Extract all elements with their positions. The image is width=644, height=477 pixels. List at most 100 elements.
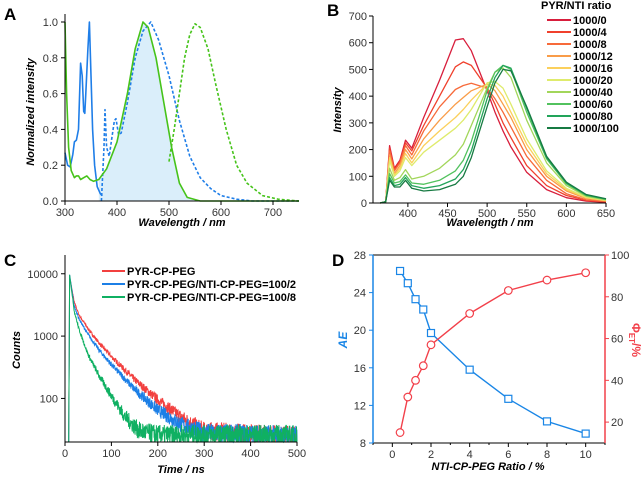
series-line-1000/12 <box>379 83 607 204</box>
x-tick-label: 500 <box>160 207 178 219</box>
series-line-green-dashed <box>168 23 300 202</box>
data-point-phi <box>503 286 513 295</box>
data-point-ae <box>419 305 428 314</box>
data-point-ae <box>581 429 590 438</box>
x-tick-label: 650 <box>597 208 615 220</box>
panel-label-c: C <box>4 251 16 270</box>
data-point-ae <box>403 279 412 288</box>
x-tick-label: 300 <box>195 448 213 460</box>
y-tick-label: 0.0 <box>43 196 58 208</box>
y-tick-label: 100 <box>40 393 58 405</box>
x-tick-label: 500 <box>478 208 496 220</box>
legend-label: 1000/16 <box>573 63 613 75</box>
data-point-ae <box>465 365 474 374</box>
y-tick-label-left: 12 <box>354 400 366 412</box>
panel-b-ylabel: Intensity <box>332 87 344 133</box>
y-tick-label: 600 <box>349 38 367 50</box>
decay-trace-0 <box>68 276 298 444</box>
panel-d-ylabel-left: AE <box>336 331 350 350</box>
x-tick-label: 6 <box>505 449 511 461</box>
legend-label: 1000/100 <box>573 123 619 135</box>
x-tick-label: 0 <box>62 448 68 460</box>
legend-title: PYR/NTI ratio <box>541 0 612 12</box>
y-tick-label-right: 80 <box>611 292 623 304</box>
x-tick-label: 400 <box>399 208 417 220</box>
phi-subscript: ET <box>627 333 636 343</box>
legend-label: PYR-CP-PEG/NTI-CP-PEG=100/8 <box>127 292 296 304</box>
panel-c-xlabel: Time / ns <box>157 464 204 476</box>
y-tick-label: 100 <box>349 171 367 183</box>
series-line-right <box>399 272 586 433</box>
x-tick-label: 600 <box>212 207 230 219</box>
panel-d-xlabel: NTI-CP-PEG Ratio / % <box>431 461 544 473</box>
legend-label: 1000/60 <box>573 99 613 111</box>
series-line-1000/60 <box>379 64 607 204</box>
data-point-phi <box>542 275 552 285</box>
series-line-blue-solid <box>64 21 103 197</box>
series-line-1000/20 <box>379 80 607 204</box>
y-tick-label: 200 <box>349 145 367 157</box>
data-point-phi <box>411 375 420 385</box>
series-line-1000/4 <box>379 61 607 204</box>
y-tick-label: 1.0 <box>43 17 58 29</box>
data-point-phi <box>418 361 428 371</box>
x-tick-label: 0 <box>389 449 395 461</box>
legend-label: 1000/12 <box>573 51 613 63</box>
x-tick-label: 400 <box>241 448 259 460</box>
y-tick-label: 0.4 <box>43 124 58 136</box>
legend-label: PYR-CP-PEG/NTI-CP-PEG=100/2 <box>127 279 296 291</box>
panel-a-xlabel: Wavelength / nm <box>138 217 225 229</box>
panel-c-ylabel: Counts <box>11 331 23 369</box>
y-tick-label: 500 <box>349 64 367 76</box>
legend-label: 1000/20 <box>573 75 613 87</box>
x-tick-label: 450 <box>438 208 456 220</box>
x-tick-label: 550 <box>518 208 536 220</box>
phi-symbol: Φ <box>629 323 643 333</box>
panel-label-d: D <box>332 251 344 270</box>
data-point-phi <box>581 268 591 278</box>
legend-label: 1000/80 <box>573 111 613 123</box>
x-tick-label: 10 <box>580 449 592 461</box>
x-tick-label: 200 <box>149 448 167 460</box>
data-point-phi <box>403 392 413 402</box>
panel-label-a: A <box>4 5 16 24</box>
panel-label-b: B <box>327 1 339 20</box>
data-point-phi <box>465 309 475 318</box>
legend-label: PYR-CP-PEG <box>127 266 195 278</box>
y-tick-label-right: 20 <box>611 417 623 429</box>
series-line-1000/16 <box>379 83 607 204</box>
series-line-green-solid <box>64 21 299 202</box>
data-point-ae <box>504 394 513 403</box>
y-tick-label: 0.2 <box>43 160 58 172</box>
legend-label: 1000/4 <box>573 27 608 39</box>
data-point-ae <box>395 266 405 276</box>
data-point-ae <box>411 295 420 304</box>
x-tick-label: 2 <box>428 449 434 461</box>
series-line-1000/8 <box>379 82 607 204</box>
series-line-blue-dashed <box>100 21 299 202</box>
y-tick-label: 700 <box>349 11 367 23</box>
x-tick-label: 8 <box>544 449 550 461</box>
series-line-1000/100 <box>379 68 607 204</box>
data-point-ae <box>426 328 436 338</box>
legend-label: 1000/0 <box>573 15 607 27</box>
y-tick-label-left: 16 <box>354 363 366 375</box>
legend-label: 1000/40 <box>573 87 613 99</box>
panel-d-ylabel-right: ΦET/% <box>627 323 643 357</box>
x-tick-label: 400 <box>108 207 126 219</box>
panel-b-xlabel: Wavelength / nm <box>446 217 533 229</box>
data-point-phi <box>395 428 405 437</box>
x-tick-label: 500 <box>288 448 306 460</box>
series-line-1000/40 <box>379 67 607 204</box>
y-tick-label: 300 <box>349 118 367 130</box>
y-tick-label: 0.8 <box>43 53 58 65</box>
y-tick-label-left: 20 <box>354 325 366 337</box>
x-tick-label: 700 <box>264 207 282 219</box>
x-tick-label: 600 <box>557 208 575 220</box>
overlap-fill-area <box>98 22 299 201</box>
phi-suffix: /% <box>629 343 643 357</box>
y-tick-label-right: 40 <box>611 375 623 387</box>
data-point-ae <box>542 417 552 426</box>
y-tick-label-right: 60 <box>611 334 623 346</box>
